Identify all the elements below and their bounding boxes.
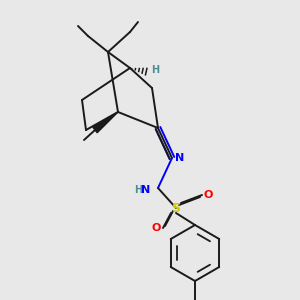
Text: O: O — [152, 223, 161, 233]
Text: N: N — [175, 153, 184, 163]
Text: O: O — [204, 190, 213, 200]
Text: S: S — [172, 202, 181, 215]
Text: H: H — [134, 185, 142, 195]
Text: N: N — [141, 185, 150, 195]
Text: H: H — [151, 65, 159, 75]
Polygon shape — [93, 112, 118, 133]
